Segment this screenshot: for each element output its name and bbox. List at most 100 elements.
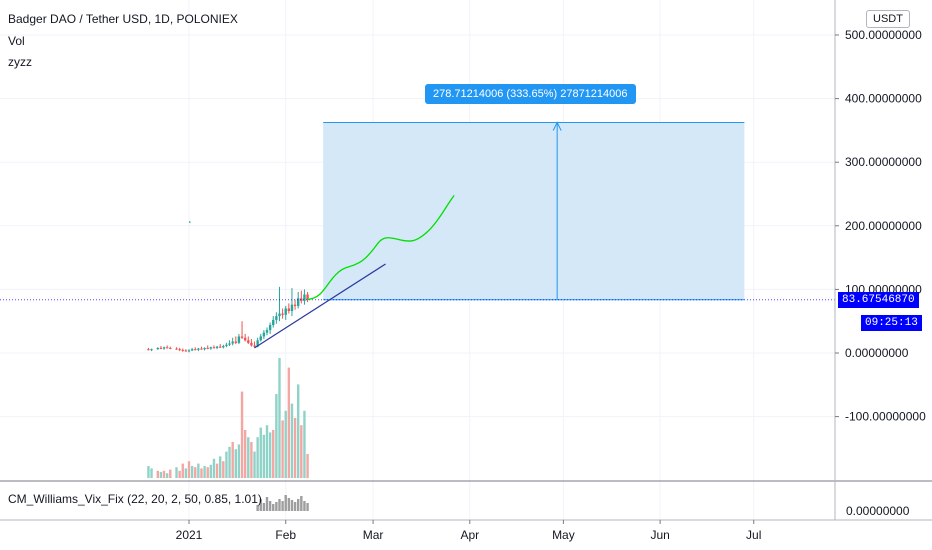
candle-body [187,350,191,352]
candle-body [231,341,234,344]
volume-bar [194,467,197,478]
measure-arrow-head [552,121,562,131]
volume-bar [159,472,163,478]
volume-bar [253,451,256,478]
volume-bar [265,425,269,478]
measure-box [323,122,745,300]
vix-fix-bar [284,495,287,511]
vix-fix-bar [259,499,262,511]
candle-body [212,347,216,349]
candle-body [237,336,241,343]
indicator-vol-label[interactable]: Vol [8,34,25,48]
volume-bar [187,461,191,478]
volume-bar [234,449,237,478]
vix-fix-bar [256,505,259,511]
candle-body [293,304,297,306]
volume-bar [297,384,300,478]
candle-body [234,341,237,343]
time-tick-label: 2021 [176,528,203,542]
volume-bar [240,391,244,478]
candle-body [256,340,259,347]
price-tick-label: 200.00000000 [845,219,922,233]
vix-fix-bar [278,499,281,511]
vix-fix-bar [290,500,294,511]
candle-body [206,347,209,349]
vix-fix-bar [272,504,275,511]
volume-bar [259,427,262,478]
countdown-tag: 09:25:13 [861,315,922,331]
candle-body [303,294,306,301]
volume-bar [209,464,213,478]
price-tick-label: -100.00000000 [845,410,926,424]
candle-body [297,298,300,306]
volume-bar [225,451,228,478]
candle-body [162,347,166,349]
time-tick-label: Mar [363,528,384,542]
price-tick-label: 400.00000000 [845,92,922,106]
candle-body [209,347,213,349]
candle-body [181,349,184,351]
candle-body [243,337,247,341]
volume-bar [250,442,253,478]
time-tick-label: Feb [275,528,296,542]
candle-body [281,313,284,315]
candle-body [194,349,197,351]
volume-bar [184,468,188,478]
candle-body [265,330,269,333]
candle-body [300,298,303,301]
volume-bar [206,467,209,478]
volume-bar [190,466,194,478]
vix-fix-indicator-title[interactable]: CM_Williams_Vix_Fix (22, 20, 2, 50, 0.85… [8,492,262,506]
candle-body [200,348,203,350]
candle-body [169,347,172,349]
price-tick-label: 0.00000000 [845,346,909,360]
candle-body [247,340,250,343]
indicator-zyzz-label[interactable]: zyzz [8,55,32,69]
vix-fix-bar [268,501,272,511]
candle-body [290,304,294,312]
volume-bar [165,473,169,478]
candle-body [222,346,225,348]
volume-bar [243,430,247,478]
volume-bar [162,470,166,478]
volume-bar [287,367,291,478]
candle-body [268,325,272,331]
vix-fix-bar [300,496,303,511]
candle-body [250,342,253,346]
volume-bar [272,430,275,478]
candle-body [165,347,169,349]
time-tick-label: Jun [650,528,669,542]
volume-bar [222,461,225,478]
volume-bar [300,425,303,478]
volume-bar [212,458,216,478]
projection-path [307,194,455,301]
vix-fix-bar [293,502,297,511]
volume-bar [306,454,309,478]
price-tick-label: 500.00000000 [845,28,922,42]
candle-body [253,345,256,347]
trendline [254,263,386,349]
volume-bar [203,466,206,478]
volume-bar [256,437,259,478]
volume-bar [219,456,222,478]
volume-bar [290,403,294,478]
candle-body [215,346,219,348]
volume-bar [284,410,287,478]
candle-body [203,347,206,350]
volume-bar [147,466,150,478]
volume-bar [150,468,153,478]
vix-fix-axis-label: 0.00000000 [846,504,910,518]
currency-button[interactable]: USDT [866,10,910,28]
volume-bar [181,463,184,478]
candle-body [197,348,200,350]
vix-fix-bar [265,497,269,511]
candle-body [159,347,163,349]
volume-bar [237,444,241,478]
volume-bar [175,467,178,478]
volume-bar [303,410,306,478]
candle-body [178,349,181,351]
volume-bar [275,394,278,478]
candle-body [156,347,159,350]
vix-fix-bar [297,499,300,511]
